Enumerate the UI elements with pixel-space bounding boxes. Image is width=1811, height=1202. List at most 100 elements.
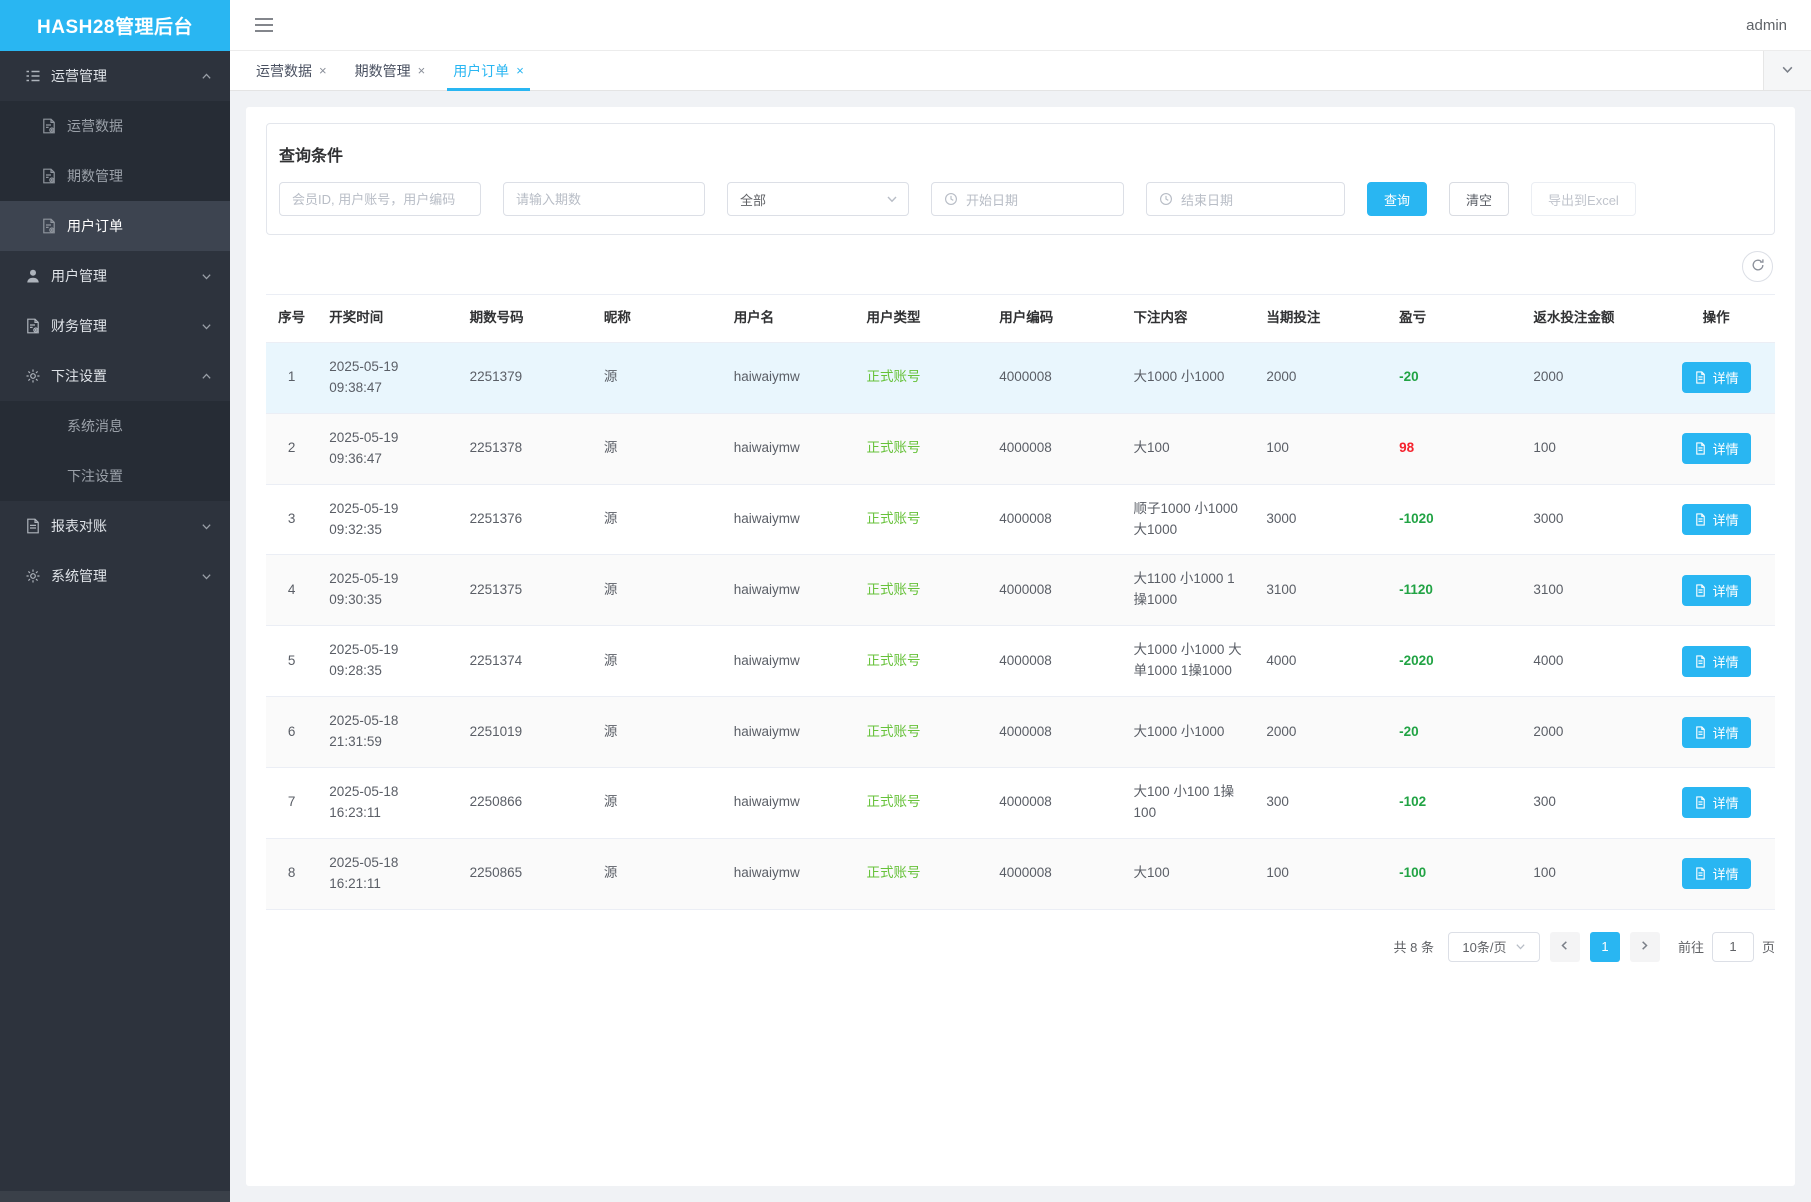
user-menu[interactable]: admin [1746, 17, 1787, 34]
sidebar-item-user-management[interactable]: 用户管理 [0, 251, 230, 301]
goto-page-group: 前往 页 [1678, 932, 1775, 962]
table-cell: -2020 [1387, 626, 1521, 697]
sidebar-item-label: 报表对账 [51, 516, 107, 536]
next-page-button[interactable] [1630, 932, 1660, 962]
sidebar-item-operations-data[interactable]: 运营数据 [0, 101, 230, 151]
close-icon[interactable]: × [319, 64, 327, 77]
table-cell: 4000 [1254, 626, 1387, 697]
sidebar-item-system-management[interactable]: 系统管理 [0, 551, 230, 601]
hamburger-menu-icon[interactable] [254, 17, 274, 33]
detail-button[interactable]: 详情 [1682, 717, 1751, 748]
table-cell: 4000008 [987, 413, 1121, 484]
end-date-input[interactable]: 结束日期 [1146, 182, 1345, 216]
document-icon [1694, 796, 1707, 809]
total-count: 共 8 条 [1394, 937, 1434, 956]
sidebar-item-label: 期数管理 [67, 166, 123, 186]
refresh-button[interactable] [1742, 251, 1773, 282]
table-cell: 2000 [1254, 342, 1387, 413]
filter-title: 查询条件 [279, 142, 1762, 166]
table-cell: 4000008 [987, 767, 1121, 838]
page-number-current[interactable]: 1 [1590, 932, 1620, 962]
sidebar-scrollbar[interactable] [0, 1191, 230, 1202]
detail-button-label: 详情 [1713, 439, 1739, 458]
table-row: 12025-05-19 09:38:472251379源haiwaiymw正式账… [266, 342, 1775, 413]
tab-operations-data[interactable]: 运营数据× [242, 51, 341, 90]
tab-user-orders[interactable]: 用户订单× [439, 51, 538, 90]
table-cell: 正式账号 [854, 484, 987, 555]
table-cell: 4000008 [987, 626, 1121, 697]
table-cell: 正式账号 [854, 342, 987, 413]
sidebar-item-bet-settings[interactable]: 下注设置 [0, 351, 230, 401]
chevron-down-icon [886, 193, 898, 205]
sidebar-item-periods-management[interactable]: 期数管理 [0, 151, 230, 201]
sidebar-item-label: 系统管理 [51, 566, 107, 586]
table-cell: 大100 [1122, 413, 1255, 484]
sidebar-item-user-orders[interactable]: 用户订单 [0, 201, 230, 251]
detail-button[interactable]: 详情 [1682, 362, 1751, 393]
page-size-select[interactable]: 10条/页 [1448, 932, 1540, 962]
table-cell: 正式账号 [854, 626, 987, 697]
main-column: admin 运营数据×期数管理×用户订单× 查询条件 全部 [230, 0, 1811, 1202]
table-cell: 2251378 [458, 413, 592, 484]
sidebar-item-label: 下注设置 [51, 366, 107, 386]
table-cell: 2 [266, 413, 317, 484]
table-cell-actions: 详情 [1657, 413, 1775, 484]
detail-button-label: 详情 [1713, 581, 1739, 600]
type-select-value: 全部 [740, 190, 766, 209]
member-search-input[interactable] [279, 182, 481, 216]
sidebar-item-bet-settings-sub[interactable]: 下注设置 [0, 451, 230, 501]
sidebar-item-label: 用户管理 [51, 266, 107, 286]
type-select[interactable]: 全部 [727, 182, 909, 216]
doc-gear-icon [41, 168, 57, 184]
column-header: 下注内容 [1122, 295, 1255, 343]
table-row: 52025-05-19 09:28:352251374源haiwaiymw正式账… [266, 626, 1775, 697]
table-cell: 源 [592, 555, 722, 626]
table-cell: 4000008 [987, 555, 1121, 626]
table-cell: 源 [592, 838, 722, 909]
sidebar-item-label: 系统消息 [67, 416, 123, 436]
clear-button[interactable]: 清空 [1449, 182, 1509, 216]
goto-page-input[interactable] [1712, 932, 1754, 962]
sidebar-item-finance-management[interactable]: 财务管理 [0, 301, 230, 351]
detail-button[interactable]: 详情 [1682, 646, 1751, 677]
table-cell: haiwaiymw [722, 413, 855, 484]
table-cell: 4000008 [987, 838, 1121, 909]
detail-button[interactable]: 详情 [1682, 504, 1751, 535]
sidebar-item-operations-management[interactable]: 运营管理 [0, 51, 230, 101]
detail-button[interactable]: 详情 [1682, 575, 1751, 606]
table-cell-actions: 详情 [1657, 767, 1775, 838]
tab-actions-button[interactable] [1763, 51, 1811, 90]
document-icon [1694, 371, 1707, 384]
table-cell: -1020 [1387, 484, 1521, 555]
prev-page-button[interactable] [1550, 932, 1580, 962]
user-icon [25, 268, 41, 284]
detail-button[interactable]: 详情 [1682, 858, 1751, 889]
detail-button-label: 详情 [1713, 510, 1739, 529]
search-button[interactable]: 查询 [1367, 182, 1427, 216]
gear-icon [25, 568, 41, 584]
start-date-input[interactable]: 开始日期 [931, 182, 1124, 216]
table-cell: 正式账号 [854, 413, 987, 484]
sidebar-item-system-messages[interactable]: 系统消息 [0, 401, 230, 451]
column-header: 用户名 [722, 295, 855, 343]
period-input[interactable] [503, 182, 705, 216]
table-cell: 正式账号 [854, 697, 987, 768]
export-excel-button[interactable]: 导出到Excel [1531, 182, 1636, 216]
chevron-up-icon [201, 371, 212, 382]
table-row: 42025-05-19 09:30:352251375源haiwaiymw正式账… [266, 555, 1775, 626]
table-cell: 100 [1521, 413, 1657, 484]
table-cell: 5 [266, 626, 317, 697]
close-icon[interactable]: × [418, 64, 426, 77]
sidebar-item-label: 运营管理 [51, 66, 107, 86]
document-icon [1694, 584, 1707, 597]
tab-periods-management[interactable]: 期数管理× [341, 51, 440, 90]
table-cell: 2251019 [458, 697, 592, 768]
close-icon[interactable]: × [516, 64, 524, 77]
detail-button[interactable]: 详情 [1682, 787, 1751, 818]
chevron-down-icon [1515, 941, 1526, 952]
table-cell: 4000008 [987, 697, 1121, 768]
table-toolbar [266, 251, 1773, 282]
sidebar-item-report-reconciliation[interactable]: 报表对账 [0, 501, 230, 551]
table-cell: haiwaiymw [722, 767, 855, 838]
detail-button[interactable]: 详情 [1682, 433, 1751, 464]
